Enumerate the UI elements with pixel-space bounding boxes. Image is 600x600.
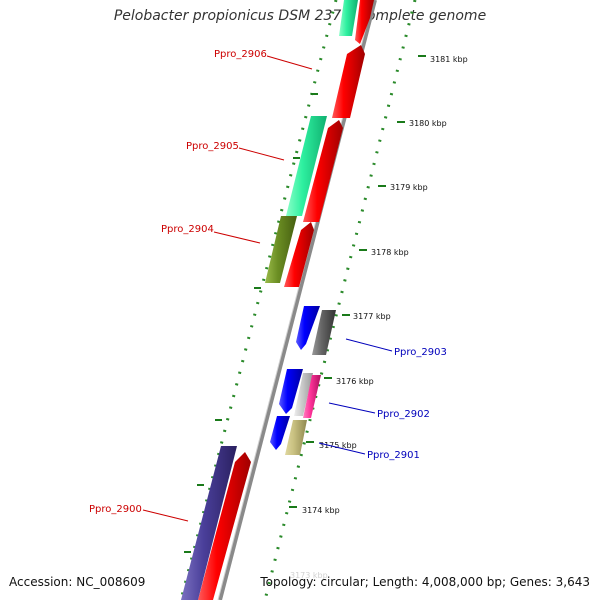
cds-ppro-2902[interactable] (279, 369, 303, 414)
misc-feature-purple-2900[interactable] (181, 446, 237, 600)
misc-feature-pink-2902[interactable] (303, 375, 321, 418)
misc-feature-khaki-2901[interactable] (285, 420, 307, 455)
leader-ppro-2901 (318, 442, 366, 455)
misc-feature-teal-top[interactable] (339, 0, 358, 36)
cds-ppro-2906[interactable] (332, 45, 365, 118)
leader-ppro-2905 (238, 147, 285, 161)
scale-ticks (289, 55, 426, 508)
label-ppro-2900[interactable]: Ppro_2900 (89, 504, 142, 515)
label-ppro-2901[interactable]: Ppro_2901 (367, 450, 420, 461)
scale-label-3179: 3179 kbp (390, 183, 428, 192)
misc-feature-olive-2904[interactable] (265, 216, 297, 283)
cds-ppro-2905[interactable] (303, 120, 343, 222)
misc-feature-light-2902[interactable] (294, 373, 313, 416)
scale-label-3180: 3180 kbp (409, 119, 447, 128)
scale-ticks-left (184, 93, 318, 553)
leader-ppro-2903 (345, 338, 393, 352)
accession-text: Accession: NC_008609 (9, 575, 146, 589)
scale-label-3175: 3175 kbp (319, 441, 357, 450)
label-ppro-2905[interactable]: Ppro_2905 (186, 141, 239, 152)
misc-feature-gray-2903[interactable] (312, 310, 336, 355)
cds-ppro-2904[interactable] (284, 222, 314, 287)
cds-ppro-2901[interactable] (270, 416, 290, 450)
leader-ppro-2906 (266, 55, 313, 70)
scale-label-3173: 3173 kbp (290, 571, 328, 580)
label-ppro-2902[interactable]: Ppro_2902 (377, 409, 430, 420)
misc-feature-teal-2905[interactable] (286, 116, 327, 216)
scale-label-3177: 3177 kbp (353, 312, 391, 321)
label-ppro-2903[interactable]: Ppro_2903 (394, 347, 447, 358)
cds-forward-top-1[interactable] (355, 0, 374, 44)
leader-ppro-2900 (142, 509, 189, 522)
scale-label-3181: 3181 kbp (430, 55, 468, 64)
leader-ppro-2904 (213, 231, 261, 244)
dotted-guide-left (179, 0, 338, 600)
scale-label-3176: 3176 kbp (336, 377, 374, 386)
cds-ppro-2903[interactable] (296, 306, 320, 350)
label-ppro-2904[interactable]: Ppro_2904 (161, 224, 214, 235)
leader-ppro-2902 (328, 402, 376, 414)
cds-ppro-2900[interactable] (198, 452, 251, 600)
genome-summary-text: Topology: circular; Length: 4,008,000 bp… (260, 575, 590, 589)
scale-label-3178: 3178 kbp (371, 248, 409, 257)
scale-label-3174: 3174 kbp (302, 506, 340, 515)
label-ppro-2906[interactable]: Ppro_2906 (214, 49, 267, 60)
map-title: Pelobacter propionicus DSM 2379, complet… (113, 8, 487, 24)
